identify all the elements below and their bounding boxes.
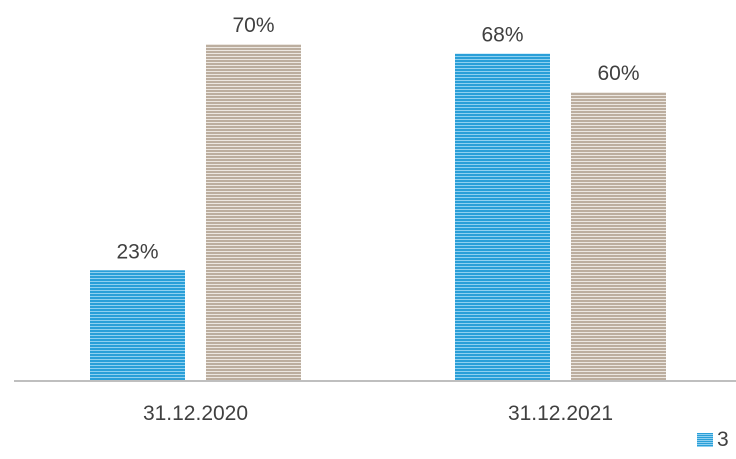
bar-2-31.12.2020: [206, 44, 301, 381]
x-tick-label: 31.12.2021: [508, 402, 613, 425]
bar-1-31.12.2021: [455, 53, 550, 381]
legend-text: 3: [717, 428, 729, 451]
bars-group: [90, 44, 666, 382]
data-label-2-31.12.2020: 70%: [232, 14, 274, 37]
data-label-1-31.12.2020: 23%: [116, 240, 158, 263]
bar-1-31.12.2020: [90, 270, 185, 381]
data-label-2-31.12.2021: 60%: [597, 62, 639, 85]
labels-group: 23% 70% 31.12.2020 68% 60% 31.12.2021: [116, 14, 639, 425]
x-tick-label: 31.12.2020: [143, 402, 248, 425]
data-label-1-31.12.2021: 68%: [481, 24, 523, 47]
legend: 3: [697, 428, 729, 452]
bar-2-31.12.2021: [571, 92, 666, 382]
legend-swatch-icon: [697, 433, 713, 447]
